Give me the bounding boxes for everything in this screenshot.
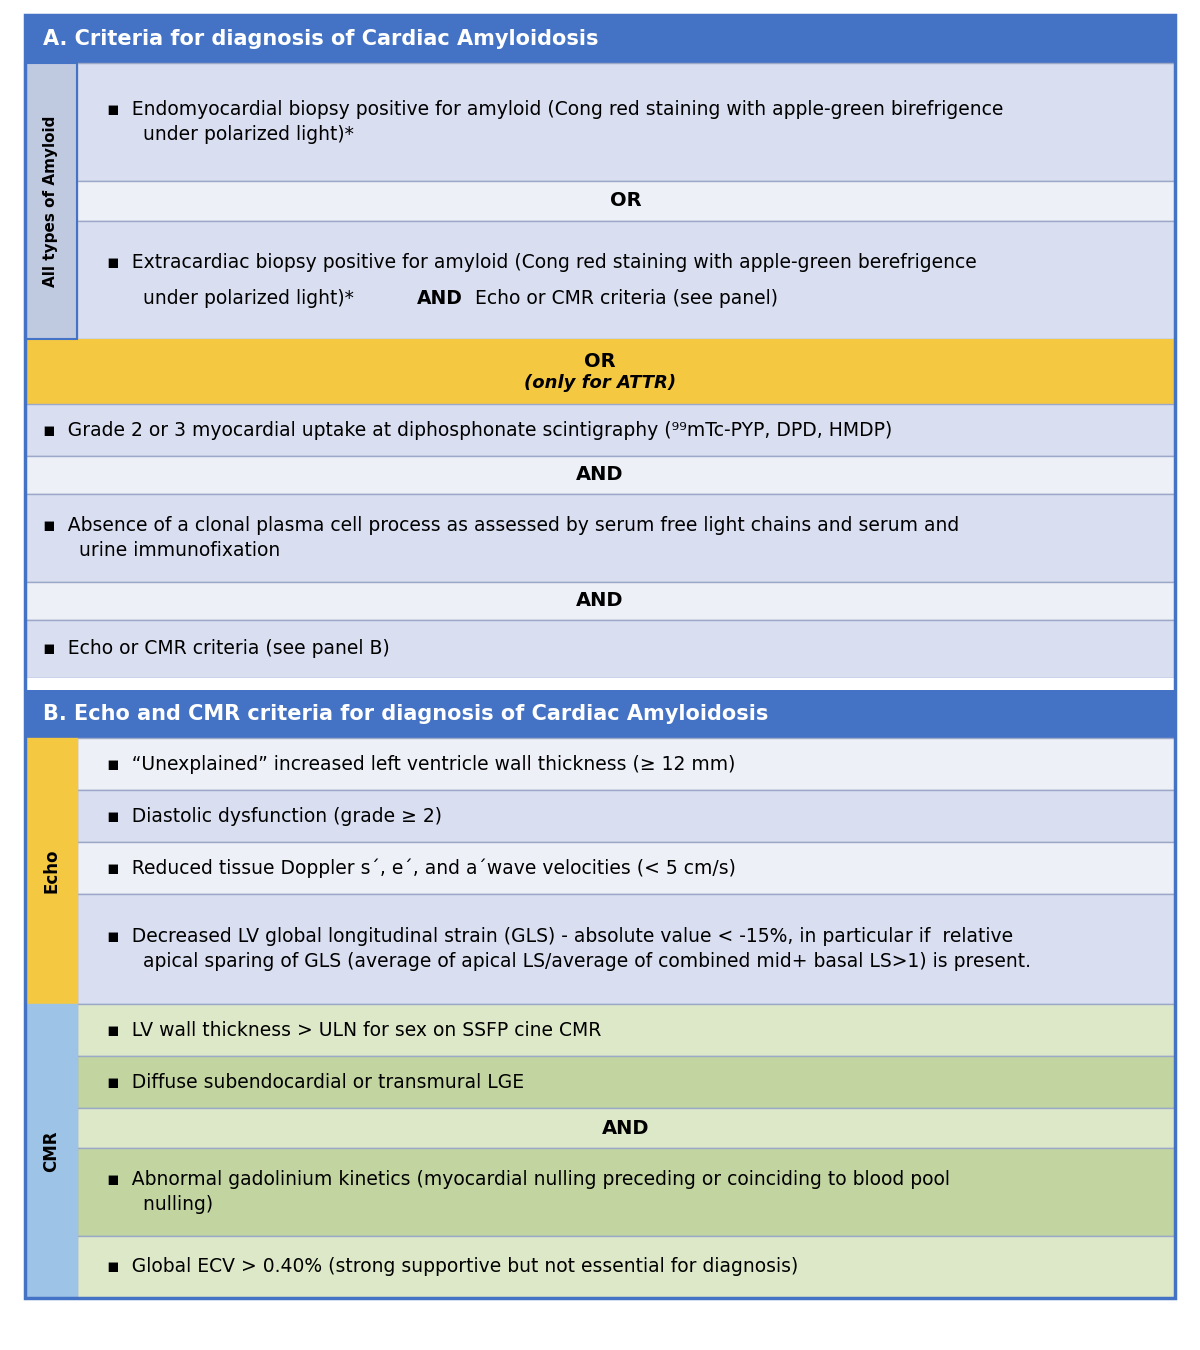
Bar: [77, 1004, 1175, 1056]
Text: All types of Amyloid: All types of Amyloid: [43, 115, 59, 286]
Bar: [77, 842, 1175, 894]
Bar: [77, 1056, 1175, 1108]
Bar: [25, 15, 1175, 63]
Bar: [77, 221, 1175, 339]
Text: ▪  Decreased LV global longitudinal strain (GLS) - absolute value < -15%, in par: ▪ Decreased LV global longitudinal strai…: [107, 926, 1031, 972]
Bar: [77, 1237, 1175, 1297]
Bar: [77, 181, 1175, 221]
Bar: [25, 738, 77, 790]
Bar: [25, 690, 1175, 738]
Text: ▪  Reduced tissue Doppler s´, e´, and a´wave velocities (< 5 cm/s): ▪ Reduced tissue Doppler s´, e´, and a´w…: [107, 859, 736, 878]
Text: OR: OR: [610, 192, 642, 211]
Bar: [25, 63, 77, 339]
Bar: [25, 620, 1175, 678]
Bar: [25, 738, 77, 1004]
Bar: [25, 494, 1175, 582]
Bar: [77, 790, 1175, 842]
Text: ▪  Diastolic dysfunction (grade ≥ 2): ▪ Diastolic dysfunction (grade ≥ 2): [107, 806, 442, 825]
Bar: [25, 1108, 77, 1148]
Bar: [25, 1004, 77, 1056]
Text: A. Criteria for diagnosis of Cardiac Amyloidosis: A. Criteria for diagnosis of Cardiac Amy…: [43, 28, 599, 49]
Bar: [25, 582, 1175, 620]
Bar: [77, 1148, 1175, 1237]
Bar: [25, 790, 77, 842]
Bar: [25, 1237, 77, 1297]
Bar: [77, 63, 1175, 181]
Text: Echo or CMR criteria (see panel): Echo or CMR criteria (see panel): [469, 289, 778, 308]
Bar: [25, 404, 1175, 456]
Bar: [25, 181, 77, 221]
Text: CMR: CMR: [42, 1130, 60, 1172]
Text: under polarized light)*: under polarized light)*: [107, 289, 360, 308]
Text: ▪  Grade 2 or 3 myocardial uptake at diphosphonate scintigraphy (⁹⁹mTc-PYP, DPD,: ▪ Grade 2 or 3 myocardial uptake at diph…: [43, 420, 893, 440]
Text: (only for ATTR): (only for ATTR): [524, 374, 676, 393]
Text: ▪  LV wall thickness > ULN for sex on SSFP cine CMR: ▪ LV wall thickness > ULN for sex on SSF…: [107, 1021, 601, 1040]
Text: OR: OR: [584, 352, 616, 371]
Bar: [77, 894, 1175, 1004]
Bar: [25, 221, 77, 339]
Text: ▪  Diffuse subendocardial or transmural LGE: ▪ Diffuse subendocardial or transmural L…: [107, 1072, 524, 1092]
Bar: [25, 1056, 77, 1108]
Bar: [25, 1004, 77, 1297]
Text: ▪  Echo or CMR criteria (see panel B): ▪ Echo or CMR criteria (see panel B): [43, 640, 390, 659]
Text: ▪  Abnormal gadolinium kinetics (myocardial nulling preceding or coinciding to b: ▪ Abnormal gadolinium kinetics (myocardi…: [107, 1169, 950, 1215]
Text: AND: AND: [576, 591, 624, 610]
Text: ▪  “Unexplained” increased left ventricle wall thickness (≥ 12 mm): ▪ “Unexplained” increased left ventricle…: [107, 755, 736, 774]
Text: ▪  Absence of a clonal plasma cell process as assessed by serum free light chain: ▪ Absence of a clonal plasma cell proces…: [43, 516, 959, 560]
Text: Echo: Echo: [42, 849, 60, 894]
Bar: [25, 678, 1175, 690]
Bar: [25, 894, 77, 1004]
Text: ▪  Extracardiac biopsy positive for amyloid (Cong red staining with apple-green : ▪ Extracardiac biopsy positive for amylo…: [107, 252, 977, 271]
Bar: [25, 63, 77, 181]
Bar: [25, 1148, 77, 1237]
Text: AND: AND: [418, 289, 463, 308]
Text: AND: AND: [576, 466, 624, 485]
Bar: [25, 842, 77, 894]
Bar: [77, 738, 1175, 790]
Bar: [25, 456, 1175, 494]
Bar: [77, 1108, 1175, 1148]
Text: ▪  Endomyocardial biopsy positive for amyloid (Cong red staining with apple-gree: ▪ Endomyocardial biopsy positive for amy…: [107, 100, 1003, 144]
Bar: [25, 339, 1175, 404]
Text: B. Echo and CMR criteria for diagnosis of Cardiac Amyloidosis: B. Echo and CMR criteria for diagnosis o…: [43, 703, 768, 724]
Text: ▪  Global ECV > 0.40% (strong supportive but not essential for diagnosis): ▪ Global ECV > 0.40% (strong supportive …: [107, 1257, 798, 1277]
Text: AND: AND: [602, 1119, 649, 1138]
